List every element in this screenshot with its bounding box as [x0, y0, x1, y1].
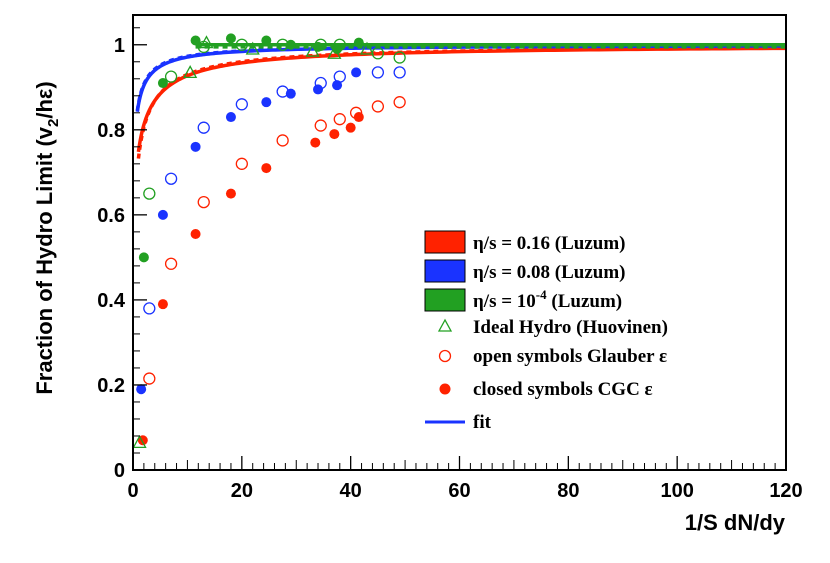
point-closed-circle: [285, 39, 296, 50]
y-tick-label: 1: [114, 35, 125, 57]
x-tick-label: 100: [660, 480, 693, 502]
y-tick-label: 0.8: [97, 120, 125, 142]
legend-label-eta1e-4-suffix: (Luzum): [547, 291, 622, 312]
axis-ticks: [132, 27, 787, 471]
point-closed-circle: [351, 67, 362, 78]
x-tick-label: 20: [231, 480, 253, 502]
point-closed-circle: [261, 97, 272, 108]
point-triangle: [359, 41, 375, 55]
point-closed-circle: [345, 122, 356, 133]
point-open-circle: [143, 187, 156, 200]
point-triangle: [132, 435, 147, 449]
point-open-circle: [164, 172, 178, 185]
point-open-circle: [393, 66, 406, 79]
fit-curves: [135, 43, 787, 159]
x-tick-label: 80: [557, 480, 579, 502]
point-closed-circle: [157, 209, 168, 220]
point-closed-circle: [225, 112, 236, 123]
point-closed-circle: [190, 228, 201, 239]
point-open-circle: [276, 134, 289, 147]
y-tick-label: 0: [114, 460, 125, 482]
legend-closed-circle-marker: [439, 383, 451, 395]
point-triangle: [327, 45, 342, 59]
point-open-circle: [333, 113, 346, 126]
legend-open-circle-marker: [438, 349, 452, 363]
legend-label-eta1e-4: η/s = 10-4 (Luzum): [473, 287, 622, 312]
legend-label-cgc: closed symbols CGC ε: [473, 379, 653, 400]
point-closed-circle: [190, 35, 201, 46]
point-closed-circle: [353, 37, 364, 48]
point-closed-circle: [313, 84, 324, 95]
point-open-circle: [314, 38, 327, 51]
x-tick-label: 0: [127, 480, 138, 502]
point-closed-circle: [190, 141, 201, 152]
legend-label-eta016: η/s = 0.16 (Luzum): [473, 233, 626, 254]
point-open-circle: [276, 85, 289, 98]
legend-label-ideal-hydro: Ideal Hydro (Huovinen): [473, 317, 668, 338]
point-open-circle: [164, 70, 178, 83]
point-open-circle: [349, 106, 363, 119]
point-open-circle: [393, 51, 406, 64]
y-axis-title-main: Fraction of Hydro Limit (v: [32, 126, 57, 394]
point-open-circle: [235, 38, 248, 51]
legend: η/s = 0.16 (Luzum) η/s = 0.08 (Luzum) η/…: [424, 230, 668, 433]
point-open-circle: [143, 302, 156, 315]
point-open-circle: [314, 76, 327, 90]
y-tick-label: 0.6: [97, 205, 125, 227]
x-tick-label: 60: [448, 480, 470, 502]
point-open-circle: [235, 98, 248, 111]
legend-label-eta1e-4-main: η/s = 10: [473, 291, 536, 312]
point-open-circle: [393, 96, 406, 109]
point-closed-circle: [138, 252, 149, 263]
legend-label-eta008: η/s = 0.08 (Luzum): [473, 262, 626, 283]
point-closed-circle: [157, 299, 168, 310]
point-open-circle: [197, 195, 210, 209]
y-tick-label: 0.2: [97, 375, 125, 397]
point-open-circle: [164, 257, 178, 270]
point-closed-circle: [225, 188, 236, 199]
legend-label-glauber: open symbols Glauber ε: [473, 346, 667, 367]
data-points: [132, 33, 406, 449]
point-open-circle: [333, 70, 346, 83]
point-triangle: [183, 65, 198, 79]
legend-swatch-eta008: [424, 259, 466, 283]
fit-curve-dotted: [135, 44, 787, 112]
fit-curve-solid: [135, 44, 787, 112]
point-closed-circle: [310, 137, 321, 148]
point-open-circle: [314, 119, 327, 132]
legend-swatch-eta016: [424, 230, 466, 254]
x-tick-label: 120: [769, 480, 802, 502]
point-open-circle: [197, 121, 210, 134]
point-open-circle: [235, 157, 248, 170]
y-axis-title: Fraction of Hydro Limit (v2/hε): [32, 81, 62, 394]
point-closed-circle: [261, 35, 272, 46]
fit-curve-solid: [136, 46, 787, 153]
point-closed-circle: [261, 163, 272, 174]
legend-swatch-eta1e-4: [424, 288, 466, 312]
legend-label-fit: fit: [473, 412, 492, 433]
point-open-circle: [371, 100, 385, 113]
axis-tick-labels: 0 20 40 60 80 100 120 0 0.2 0.4 0.6 0.8 1: [97, 35, 803, 502]
fit-curve-dotted: [136, 46, 787, 159]
point-open-circle: [276, 38, 289, 51]
point-open-circle: [333, 38, 346, 51]
y-axis-title-tail: /hε): [32, 81, 57, 118]
point-triangle: [199, 35, 214, 49]
point-triangle: [245, 41, 260, 55]
point-closed-circle: [157, 78, 168, 89]
y-axis-title-subscript: 2: [45, 119, 62, 127]
point-open-circle: [143, 372, 156, 385]
legend-triangle-marker: [437, 318, 453, 332]
legend-label-eta1e-4-sup: -4: [536, 287, 547, 302]
x-tick-label: 40: [340, 480, 362, 502]
point-closed-circle: [225, 33, 236, 44]
point-closed-circle: [329, 129, 340, 140]
point-closed-circle: [136, 384, 147, 395]
point-triangle: [305, 43, 320, 57]
point-open-circle: [371, 66, 385, 79]
x-axis-title: 1/S dN/dy: [685, 510, 786, 535]
y-tick-label: 0.4: [97, 290, 126, 312]
